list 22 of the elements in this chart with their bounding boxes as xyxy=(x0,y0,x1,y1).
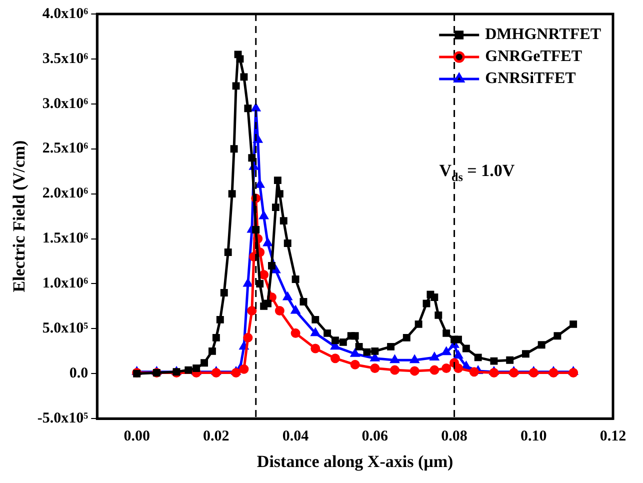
y-tick-label: 3.5x10⁶ xyxy=(42,50,89,67)
x-tick-label: 0.04 xyxy=(282,428,310,444)
x-tick-label: 0.08 xyxy=(441,428,468,444)
legend-label: GNRSiTFET xyxy=(485,70,576,88)
y-tick-label: 1.5x10⁶ xyxy=(42,230,89,247)
y-tick-label: -5.0x10⁵ xyxy=(37,410,89,426)
y-tick-label: 2.5x10⁶ xyxy=(42,140,89,157)
legend-label: DMHGNRTFET xyxy=(485,26,602,44)
y-tick-label: 3.0x10⁶ xyxy=(42,96,89,112)
x-tick-label: 0.00 xyxy=(124,428,150,444)
y-tick-label: 0.0 xyxy=(69,366,88,382)
x-tick-label: 0.02 xyxy=(203,428,230,444)
y-tick-label: 5.0x10⁵ xyxy=(42,320,89,337)
y-tick-label: 4.0x10⁶ xyxy=(42,6,89,22)
x-axis-title: Distance along X-axis (µm) xyxy=(256,452,454,472)
y-tick-label: 2.0x10⁶ xyxy=(42,186,89,202)
x-tick-label: 0.12 xyxy=(600,428,626,444)
y-axis-title: Electric Field (V/cm) xyxy=(10,140,29,292)
y-tick-label: 1.0x10⁶ xyxy=(42,276,89,292)
x-tick-label: 0.10 xyxy=(520,428,547,444)
legend-label: GNRGeTFET xyxy=(485,48,582,66)
x-tick-label: 0.06 xyxy=(362,428,389,444)
